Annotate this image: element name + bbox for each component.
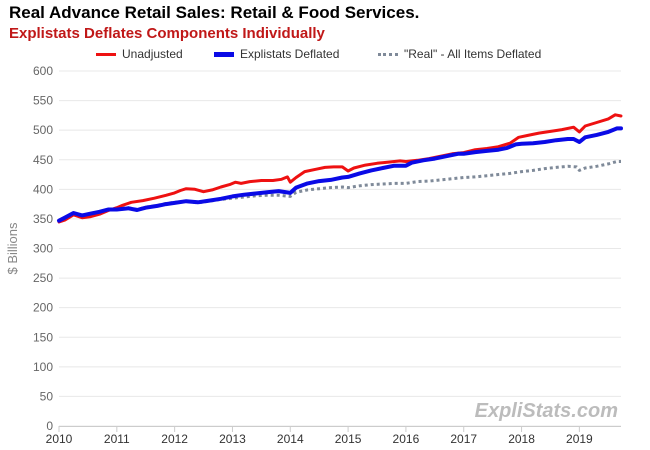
legend-swatch-explistats-deflated	[214, 51, 234, 57]
x-tick-label-2012: 2012	[161, 432, 188, 446]
series-line-real-all-items	[58, 160, 621, 223]
series-line-unadjusted	[57, 113, 623, 224]
chart-subtitle: Explistats Deflates Components Individua…	[9, 25, 325, 42]
x-tick-label-2011: 2011	[104, 432, 130, 446]
legend-label-real-all-items: "Real" - All Items Deflated	[404, 47, 542, 61]
x-tick-label-2010: 2010	[46, 432, 73, 446]
y-tick-label-550: 550	[33, 94, 53, 108]
y-tick-label-400: 400	[33, 182, 53, 196]
watermark: ExpliStats.com	[474, 400, 618, 422]
x-tick-label-2016: 2016	[393, 432, 420, 446]
y-tick-label-300: 300	[33, 242, 53, 256]
legend-label-explistats-deflated: Explistats Deflated	[240, 47, 340, 61]
legend-item-real-all-items[interactable]: "Real" - All Items Deflated	[378, 45, 541, 63]
legend-swatch-real-all-items	[378, 52, 398, 56]
y-tick-label-350: 350	[33, 212, 53, 226]
chart-title: Real Advance Retail Sales: Retail & Food…	[9, 3, 420, 22]
y-tick-label-50: 50	[40, 389, 54, 403]
x-tick-label-2015: 2015	[335, 432, 362, 446]
x-tick-label-2014: 2014	[277, 432, 304, 446]
y-tick-label-150: 150	[33, 330, 53, 344]
y-tick-label-0: 0	[46, 419, 53, 433]
y-tick-label-500: 500	[33, 123, 53, 137]
legend-item-explistats-deflated[interactable]: Explistats Deflated	[214, 45, 339, 63]
x-tick-label-2017: 2017	[450, 432, 477, 446]
series-line-explistats-deflated	[57, 126, 623, 223]
y-tick-label-250: 250	[33, 271, 53, 285]
x-tick-label-2019: 2019	[566, 432, 593, 446]
y-tick-label-450: 450	[33, 153, 53, 167]
legend-swatch-unadjusted	[96, 52, 116, 56]
legend-label-unadjusted: Unadjusted	[122, 47, 183, 61]
y-tick-label-600: 600	[33, 64, 53, 78]
legend: Unadjusted Explistats Deflated "Real" - …	[0, 44, 650, 64]
y-tick-label-200: 200	[33, 301, 53, 315]
y-axis-label: $ Billions	[5, 222, 20, 275]
legend-item-unadjusted[interactable]: Unadjusted	[96, 45, 183, 63]
x-tick-label-2018: 2018	[508, 432, 535, 446]
y-tick-label-100: 100	[33, 360, 53, 374]
x-tick-label-2013: 2013	[219, 432, 246, 446]
